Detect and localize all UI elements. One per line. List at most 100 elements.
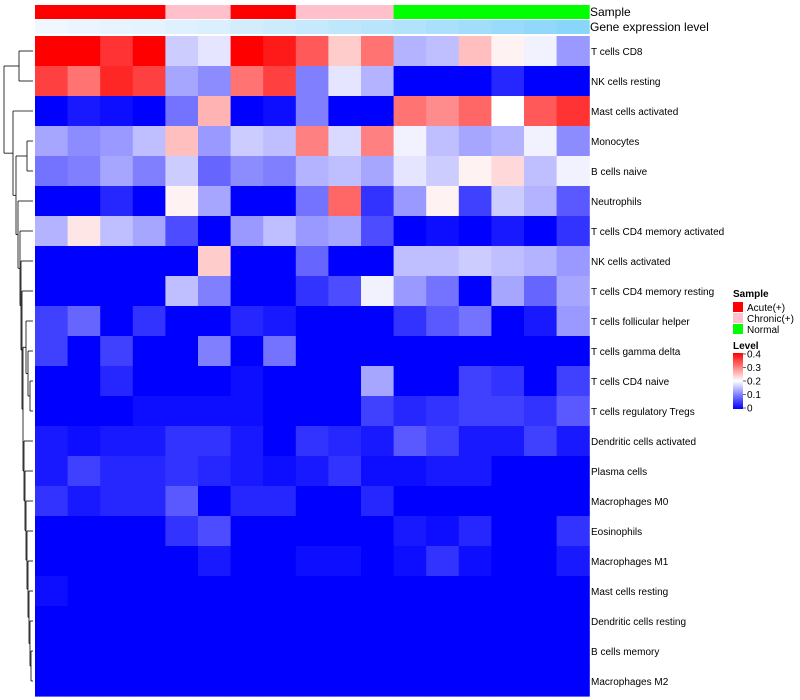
heatmap-cell: [67, 276, 101, 307]
heatmap-cell: [426, 486, 460, 517]
heatmap-cell: [458, 576, 492, 607]
heatmap-cell: [230, 456, 264, 487]
heatmap-cell: [393, 126, 427, 157]
heatmap-cell: [458, 456, 492, 487]
heatmap-cell: [328, 456, 362, 487]
heatmap-cell: [328, 426, 362, 457]
sample-annotation-cell: [198, 5, 232, 19]
expression-annotation-cell: [328, 20, 362, 34]
heatmap-cell: [35, 306, 69, 337]
heatmap-cell: [263, 126, 297, 157]
sample-annotation-cell: [524, 5, 558, 19]
heatmap-cell: [556, 276, 590, 307]
heatmap-cell: [35, 156, 69, 187]
heatmap-cell: [556, 96, 590, 127]
row-label: Macrophages M2: [591, 677, 669, 688]
heatmap-cell: [328, 276, 362, 307]
heatmap-cell: [263, 636, 297, 667]
heatmap-cell: [67, 516, 101, 547]
heatmap-cell: [165, 126, 199, 157]
heatmap-cell: [67, 216, 101, 247]
expression-annotation-cell: [67, 20, 101, 34]
heatmap-cell: [263, 276, 297, 307]
row-label: NK cells activated: [591, 257, 670, 268]
heatmap-cell: [100, 486, 134, 517]
heatmap-cell: [295, 456, 329, 487]
heatmap-cell: [230, 156, 264, 187]
heatmap-cell: [67, 66, 101, 97]
sample-annotation-cell: [67, 5, 101, 19]
heatmap-cell: [361, 576, 395, 607]
heatmap-cell: [198, 336, 232, 367]
heatmap-cell: [100, 606, 134, 637]
heatmap-cell: [35, 636, 69, 667]
expression-annotation-cell: [263, 20, 297, 34]
heatmap-cell: [132, 186, 166, 217]
row-label: Macrophages M1: [591, 557, 669, 568]
legend-sample-swatch: [733, 302, 743, 312]
expression-annotation-cell: [524, 20, 558, 34]
heatmap-cell: [35, 366, 69, 397]
legend-level-tick: 0.2: [747, 377, 761, 388]
heatmap-cell: [230, 186, 264, 217]
row-label: NK cells resting: [591, 77, 660, 88]
heatmap-cell: [230, 426, 264, 457]
heatmap-cell: [328, 246, 362, 277]
heatmap-cell: [361, 96, 395, 127]
heatmap-cell: [393, 666, 427, 697]
heatmap-cell: [165, 96, 199, 127]
heatmap-cell: [361, 66, 395, 97]
sample-annotation-cell: [132, 5, 166, 19]
heatmap-cell: [295, 546, 329, 577]
heatmap-cell: [491, 186, 525, 217]
heatmap-cell: [328, 66, 362, 97]
heatmap-cell: [35, 246, 69, 277]
heatmap-cell: [361, 486, 395, 517]
heatmap-cell: [328, 336, 362, 367]
heatmap-cell: [198, 606, 232, 637]
heatmap-cell: [165, 336, 199, 367]
heatmap-cell: [426, 336, 460, 367]
heatmap-cell: [165, 576, 199, 607]
heatmap-cell: [491, 126, 525, 157]
heatmap-cell: [556, 126, 590, 157]
heatmap-cell: [230, 96, 264, 127]
legend-level: Level 0.4 0.3 0.2 0.1 0: [733, 341, 761, 415]
heatmap-cell: [393, 426, 427, 457]
sample-annotation-cell: [556, 5, 590, 19]
heatmap-cells: [35, 36, 590, 697]
heatmap-cell: [556, 66, 590, 97]
heatmap-cell: [100, 306, 134, 337]
heatmap-cell: [230, 246, 264, 277]
heatmap-cell: [35, 216, 69, 247]
row-label: Plasma cells: [591, 467, 647, 478]
heatmap-cell: [361, 306, 395, 337]
heatmap-cell: [132, 666, 166, 697]
heatmap-cell: [132, 546, 166, 577]
heatmap-cell: [361, 666, 395, 697]
heatmap-cell: [198, 246, 232, 277]
heatmap-cell: [524, 666, 558, 697]
heatmap-cell: [132, 276, 166, 307]
expression-annotation-cell: [426, 20, 460, 34]
heatmap-cell: [556, 426, 590, 457]
heatmap-cell: [426, 606, 460, 637]
heatmap-cell: [426, 96, 460, 127]
heatmap-cell: [67, 36, 101, 67]
expression-annotation-cell: [556, 20, 590, 34]
heatmap-cell: [295, 576, 329, 607]
heatmap-cell: [198, 486, 232, 517]
dendrogram: [3, 50, 33, 682]
annotation-label-expression: Gene expression level: [590, 20, 709, 34]
expression-annotation-cell: [491, 20, 525, 34]
heatmap-cell: [393, 486, 427, 517]
sample-annotation-cell: [35, 5, 69, 19]
heatmap-cell: [100, 96, 134, 127]
heatmap-cell: [165, 216, 199, 247]
heatmap-cell: [328, 216, 362, 247]
heatmap-cell: [263, 246, 297, 277]
heatmap-cell: [35, 96, 69, 127]
row-label: T cells regulatory Tregs: [591, 407, 695, 418]
heatmap-cell: [361, 186, 395, 217]
